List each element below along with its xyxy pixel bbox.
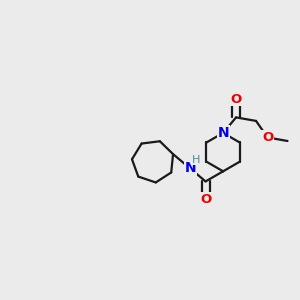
Text: O: O: [200, 193, 211, 206]
Text: N: N: [184, 161, 196, 176]
Text: O: O: [262, 131, 273, 144]
Text: O: O: [230, 93, 242, 106]
Text: N: N: [217, 126, 229, 140]
Text: H: H: [191, 155, 200, 165]
